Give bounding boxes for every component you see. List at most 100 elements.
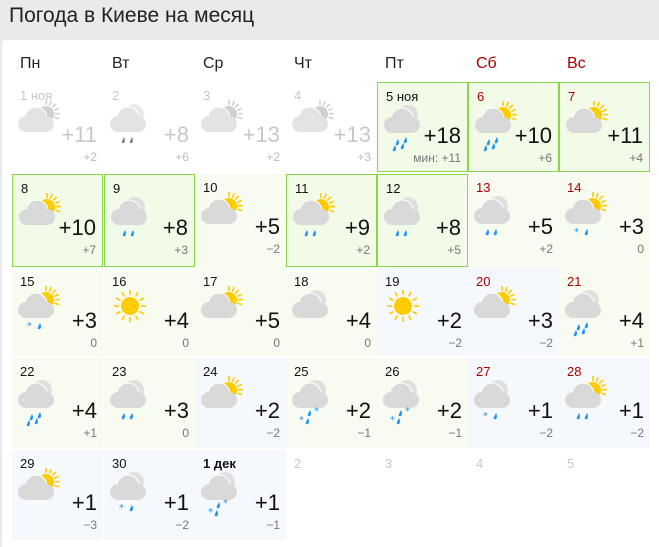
day-cell[interactable]: 9 +8 +3 [104, 174, 195, 267]
cloudy-sleet-icon: ** [383, 380, 419, 426]
day-date: 15 [20, 274, 35, 289]
max-temp: +5 [527, 214, 553, 239]
day-date: 16 [112, 274, 127, 289]
max-temp: +11 [607, 123, 643, 148]
day-cell[interactable]: 30 * +1 −2 [104, 450, 195, 540]
day-date: 25 [294, 364, 309, 379]
min-temp: +1 [630, 336, 644, 350]
day-cell[interactable]: 20 +3 −2 [468, 268, 559, 356]
max-temp: +13 [242, 122, 280, 147]
day-cell[interactable]: 26 * * +2 −1 [377, 358, 468, 448]
day-date: 22 [20, 364, 35, 379]
max-temp: +8 [435, 215, 461, 240]
day-date: 11 [295, 181, 309, 196]
partly-cloudy-none-icon [201, 100, 244, 132]
day-cell[interactable]: 4 +13 +3 [286, 82, 377, 172]
day-date: 1 дек [203, 456, 236, 471]
svg-text:*: * [299, 415, 304, 426]
day-cell[interactable]: 13 +5 +2 [468, 174, 559, 267]
day-cell[interactable]: 7 +11 +4 [559, 82, 650, 172]
min-temp: +2 [83, 150, 97, 164]
day-cell[interactable]: 22 +4 +1 [12, 358, 103, 448]
max-temp: +4 [163, 308, 189, 333]
svg-text:*: * [483, 411, 488, 422]
day-cell[interactable]: 18 +4 0 [286, 268, 377, 356]
day-date: 29 [20, 456, 35, 471]
day-date: 21 [567, 274, 582, 289]
day-cell[interactable]: 24 +2 −2 [195, 358, 286, 448]
day-date: 18 [294, 274, 309, 289]
partly-cloudy-none-icon [566, 101, 609, 133]
day-cell[interactable]: 10 +5 −2 [195, 174, 286, 267]
day-cell[interactable]: 28 +1 −2 [559, 358, 650, 448]
min-temp: +1 [83, 426, 97, 440]
day-cell[interactable]: 8 +10 +7 [12, 174, 103, 267]
cloudy-sleet-icon: ** [292, 380, 328, 426]
min-temp: +5 [447, 243, 461, 257]
day-cell[interactable]: 2 +8 +6 [104, 82, 195, 172]
day-cell[interactable]: 1 ноя +11 +2 [12, 82, 103, 172]
day-cell[interactable]: 25 * * +2 −1 [286, 358, 377, 448]
day-cell[interactable]: 21 +4 +1 [559, 268, 650, 356]
day-date: 12 [386, 181, 401, 196]
day-cell[interactable]: 23 +3 0 [104, 358, 195, 448]
day-cell[interactable]: 12 +8 +5 [377, 174, 468, 267]
min-temp: +3 [174, 243, 188, 257]
min-temp: +7 [82, 243, 96, 257]
partly-cloudy-sleet-light-icon: * [18, 286, 61, 332]
day-date: 26 [385, 364, 400, 379]
day-date: 2 [112, 88, 120, 103]
min-temp: +6 [175, 150, 189, 164]
cloudy-rain-icon [18, 380, 54, 427]
min-temp: 0 [182, 336, 189, 350]
weekday-0: Пн [20, 55, 41, 72]
max-temp: +2 [254, 398, 280, 423]
min-temp: −1 [266, 518, 280, 532]
day-cell[interactable]: 29 +1 −3 [12, 450, 103, 540]
min-temp: −2 [630, 426, 644, 440]
page-title: Погода в Киеве на месяц [9, 4, 255, 27]
day-cell[interactable]: 1 дек * * +1 −1 [195, 450, 286, 540]
max-temp: +2 [345, 398, 371, 423]
day-cell[interactable]: 17 +5 0 [195, 268, 286, 356]
day-date: 5 [567, 456, 575, 471]
min-temp: +2 [539, 242, 553, 256]
day-cell[interactable]: 16 +4 0 [104, 268, 195, 356]
day-cell[interactable]: 19 +2 −2 [377, 268, 468, 356]
max-temp: +2 [436, 308, 462, 333]
max-temp: +1 [527, 398, 553, 423]
max-temp: +3 [527, 308, 553, 333]
day-cell[interactable]: 6 +10 +6 [468, 82, 559, 172]
svg-text:*: * [119, 503, 124, 514]
day-cell[interactable]: 27 * +1 −2 [468, 358, 559, 448]
day-date: 28 [567, 364, 582, 379]
max-temp: +3 [71, 308, 97, 333]
min-temp: −2 [266, 242, 280, 256]
weekday-2: Ср [203, 55, 224, 72]
cloudy-sleet-light-icon: * [110, 472, 146, 514]
min-temp: 0 [182, 426, 189, 440]
day-cell[interactable]: 15 * +3 0 [12, 268, 103, 356]
svg-text:*: * [208, 507, 213, 518]
day-cell[interactable]: 11 +9 +2 [286, 174, 377, 267]
day-cell: 3 [377, 450, 468, 540]
day-cell[interactable]: 14 * +3 0 [559, 174, 650, 267]
day-date: 5 ноя [386, 89, 419, 104]
day-date: 3 [385, 456, 393, 471]
sunny-none-icon [114, 290, 146, 322]
max-temp: +18 [423, 123, 461, 148]
min-temp: +6 [538, 151, 552, 165]
day-date: 3 [203, 88, 211, 103]
max-temp: +8 [163, 122, 189, 147]
min-temp: 0 [364, 336, 371, 350]
day-cell[interactable]: 3 +13 +2 [195, 82, 286, 172]
day-date: 13 [476, 180, 491, 195]
partly-cloudy-none-icon [292, 100, 335, 132]
max-temp: +11 [61, 122, 97, 147]
max-temp: +5 [254, 214, 280, 239]
min-temp: +2 [266, 150, 280, 164]
partly-cloudy-none-icon [18, 468, 61, 500]
cloudy-rain-icon [565, 290, 601, 337]
svg-text:*: * [27, 321, 32, 332]
day-cell[interactable]: 5 ноя +18 мин: +11 [377, 82, 468, 172]
